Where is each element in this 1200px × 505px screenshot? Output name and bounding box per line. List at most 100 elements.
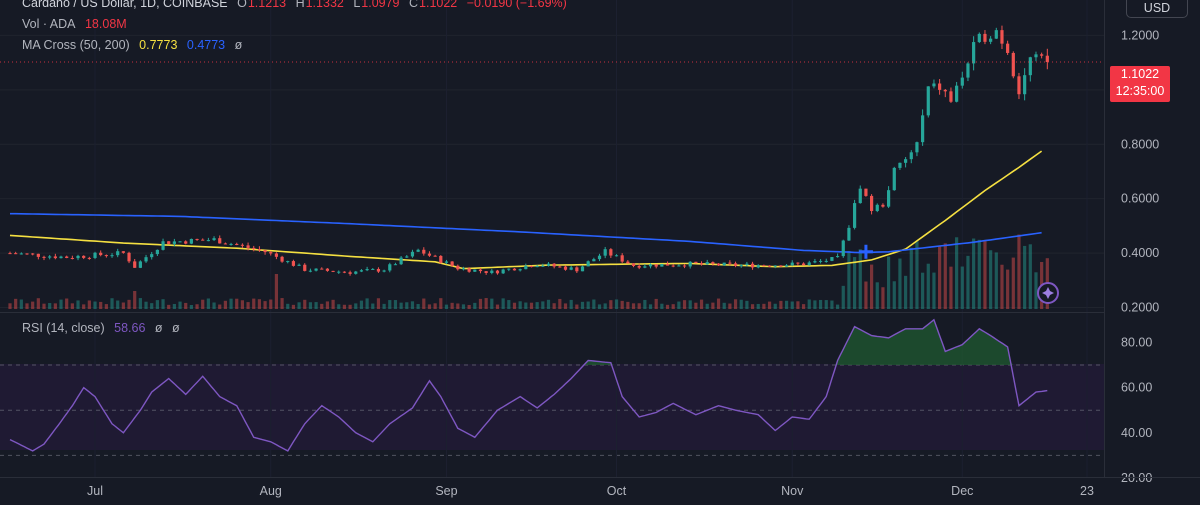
candle-body — [31, 253, 35, 255]
volume-legend[interactable]: Vol · ADA 18.08M — [22, 17, 133, 31]
volume-bar — [592, 299, 596, 309]
candle-body — [694, 261, 698, 264]
volume-bar — [943, 243, 947, 309]
volume-bar — [852, 257, 857, 309]
pane-separator[interactable] — [0, 312, 1104, 313]
volume-bar — [467, 304, 471, 309]
candle-body — [467, 268, 471, 272]
time-axis-label: 23 — [1080, 484, 1094, 498]
volume-bar — [745, 300, 749, 309]
candle-body — [904, 159, 908, 163]
candle-body — [688, 261, 692, 267]
volume-bar — [626, 301, 630, 309]
candle-body — [218, 238, 222, 244]
candle-body — [303, 264, 307, 271]
volume-bar — [331, 299, 335, 309]
volume-bar — [694, 302, 698, 309]
symbol-title[interactable]: Cardano / US Dollar, 1D, COINBASE — [22, 0, 228, 10]
rsi-extra-1: ø — [154, 321, 163, 335]
volume-bar — [682, 300, 687, 309]
volume-bar — [637, 303, 641, 309]
candle-body — [733, 263, 738, 266]
volume-bar — [48, 303, 52, 309]
volume-bar — [552, 303, 556, 309]
cross-marker-icon-bar — [858, 250, 873, 254]
candle-body — [660, 263, 664, 267]
volume-bar — [790, 301, 794, 309]
volume-bar — [892, 281, 896, 309]
volume-bar — [274, 274, 279, 309]
volume-bar — [218, 304, 222, 309]
candle-body — [1034, 54, 1038, 58]
candle-body — [184, 241, 188, 244]
volume-bar — [388, 300, 392, 309]
rsi-legend[interactable]: RSI (14, close) 58.66 ø ø — [22, 321, 186, 335]
candle-body — [138, 261, 142, 268]
volume-bar — [257, 299, 262, 309]
candle-body — [59, 256, 63, 259]
volume-bar — [966, 255, 970, 309]
candle-body — [943, 89, 947, 92]
candle-body — [955, 85, 959, 102]
candle-body — [960, 77, 964, 86]
volume-bar — [104, 304, 108, 309]
candle-body — [331, 270, 335, 272]
volume-bar — [660, 303, 664, 309]
candle-body — [25, 253, 29, 255]
volume-bar — [59, 299, 63, 309]
volume-bar — [42, 303, 46, 309]
candle-body — [898, 162, 902, 168]
volume-bar — [518, 301, 522, 309]
candle-body — [665, 263, 670, 266]
volume-bar — [921, 272, 925, 309]
candle-body — [603, 249, 607, 256]
candle-body — [263, 250, 267, 253]
candle-body — [654, 264, 658, 267]
candle-body — [756, 265, 760, 268]
candle-body — [359, 270, 364, 272]
candle-body — [994, 30, 998, 39]
candle-body — [728, 262, 732, 264]
volume-bar — [495, 304, 500, 309]
symbol-legend[interactable]: Cardano / US Dollar, 1D, COINBASE O1.121… — [22, 0, 573, 10]
candle-body — [116, 251, 120, 256]
volume-bar — [116, 300, 120, 309]
price-axis-label: 0.8000 — [1121, 137, 1159, 151]
volume-bar — [762, 303, 766, 309]
candle-body — [388, 264, 392, 271]
candle-body — [762, 265, 766, 267]
volume-bar — [439, 298, 443, 309]
volume-bar — [620, 300, 624, 309]
candle-body — [541, 265, 545, 267]
volume-bar — [184, 302, 188, 309]
ma-cross-legend[interactable]: MA Cross (50, 200) 0.7773 0.4773 ø — [22, 38, 248, 52]
open-value: 1.1213 — [247, 0, 287, 10]
volume-bar — [688, 300, 692, 309]
candle-body — [274, 253, 279, 257]
volume-bar — [155, 300, 159, 309]
candle-body — [750, 263, 755, 268]
volume-bar — [399, 302, 403, 309]
volume-bar — [303, 299, 307, 309]
volume-bar — [926, 263, 930, 309]
high-label: H — [295, 0, 305, 10]
volume-bar — [938, 245, 942, 309]
candle-body — [405, 256, 409, 258]
volume-bar — [444, 304, 449, 309]
volume-bar — [291, 304, 296, 309]
volume-bar — [31, 301, 35, 309]
volume-bar — [1006, 269, 1010, 309]
currency-button[interactable]: USD — [1126, 0, 1188, 18]
candle-body — [110, 255, 114, 257]
volume-bar — [818, 299, 823, 309]
volume-bar — [722, 302, 726, 309]
candle-body — [348, 272, 352, 274]
rsi-line — [9, 318, 1048, 452]
candle-body — [1000, 30, 1004, 44]
candle-body — [773, 265, 777, 267]
volume-bar — [359, 300, 364, 309]
volume-bar — [909, 247, 913, 309]
volume-bar — [320, 303, 324, 309]
